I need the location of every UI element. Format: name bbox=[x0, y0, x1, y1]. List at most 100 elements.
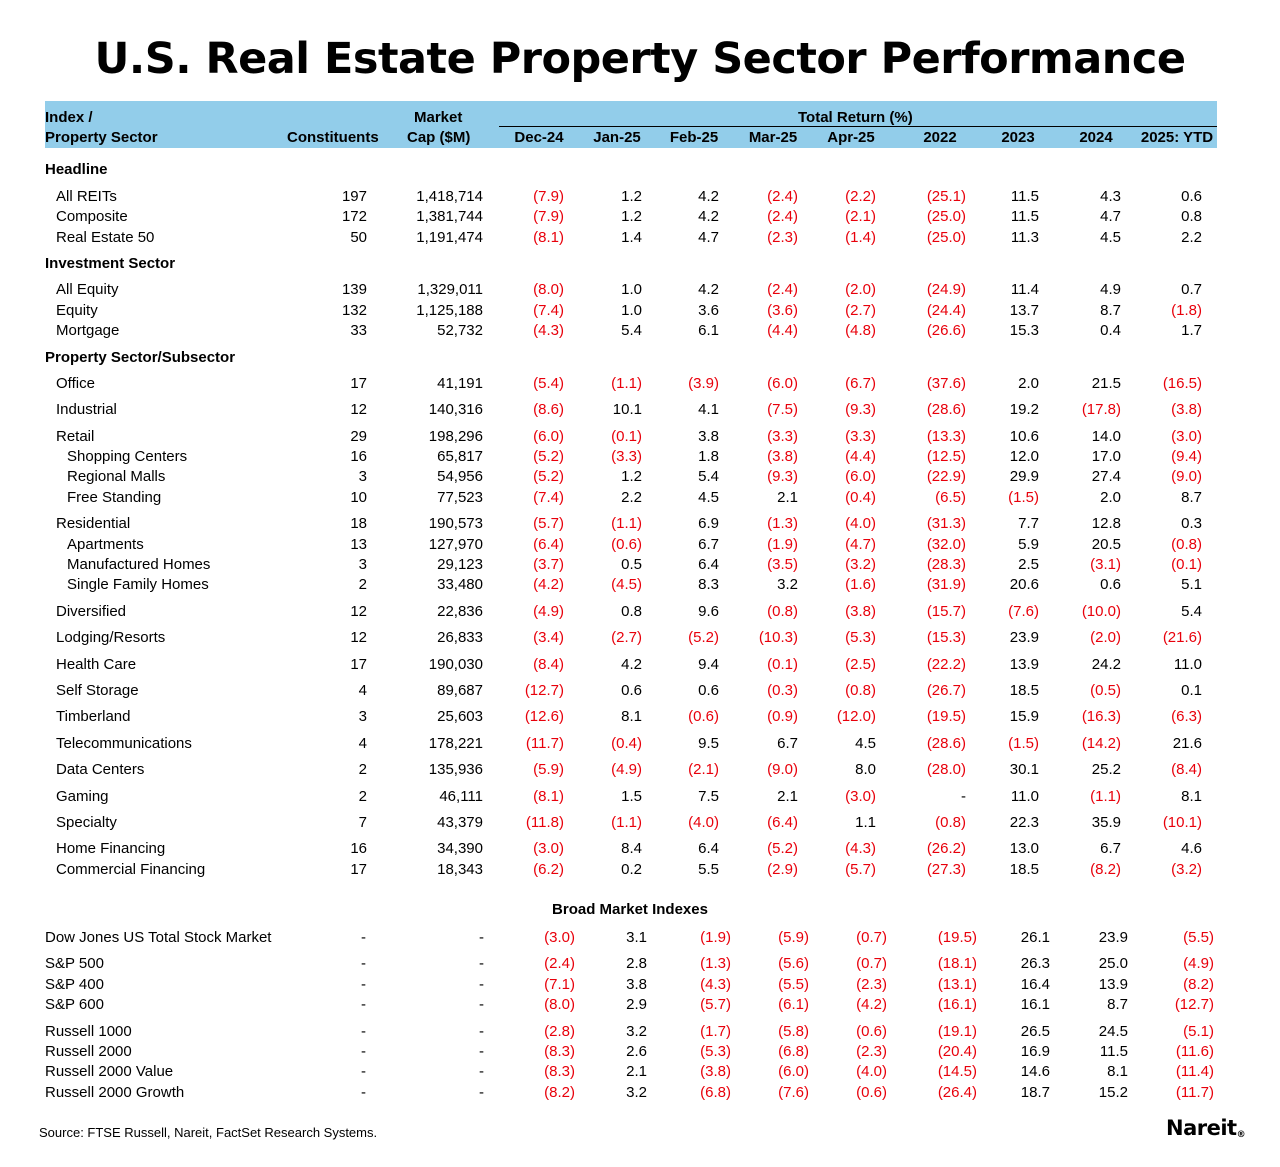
section-header: Property Sector/Subsector bbox=[0, 348, 1280, 368]
table-row: Composite 172 1,381,744 (7.9) 1.2 4.2 (2.4) (2.… bbox=[0, 207, 1280, 227]
return-cell: 2.6 bbox=[626, 1043, 647, 1060]
return-cell: (4.4) bbox=[767, 322, 798, 339]
market-cap-cell: 54,956 bbox=[437, 468, 483, 485]
constituents-cell: 12 bbox=[350, 401, 367, 418]
row-label: Free Standing bbox=[67, 489, 162, 506]
return-cell: 0.6 bbox=[698, 682, 719, 699]
return-cell: 35.9 bbox=[1091, 814, 1121, 831]
return-cell: (12.5) bbox=[926, 448, 966, 465]
header-period: 2022 bbox=[923, 129, 957, 146]
table-row: Office 17 41,191 (5.4) (1.1) (3.9) (6.0) (6.7) (… bbox=[0, 374, 1280, 394]
return-cell: (24.4) bbox=[926, 302, 966, 319]
return-cell: (1.4) bbox=[845, 229, 876, 246]
row-label: Russell 2000 Value bbox=[45, 1063, 174, 1080]
return-cell: (2.3) bbox=[856, 1043, 887, 1060]
return-cell: (5.5) bbox=[778, 976, 809, 993]
return-cell: (4.5) bbox=[611, 576, 642, 593]
constituents-cell: - bbox=[361, 955, 366, 972]
return-cell: (8.6) bbox=[533, 401, 564, 418]
return-cell: (3.0) bbox=[533, 840, 564, 857]
return-cell: (1.1) bbox=[611, 814, 642, 831]
return-cell: (3.7) bbox=[533, 556, 564, 573]
constituents-cell: 3 bbox=[358, 468, 367, 485]
return-cell: 14.0 bbox=[1091, 428, 1121, 445]
return-cell: (2.4) bbox=[544, 955, 575, 972]
return-cell: 17.0 bbox=[1091, 448, 1121, 465]
header-mcap-line2: Cap ($M) bbox=[407, 129, 471, 146]
return-cell: (37.6) bbox=[926, 375, 966, 392]
return-cell: (2.3) bbox=[856, 976, 887, 993]
constituents-cell: - bbox=[361, 929, 366, 946]
return-cell: 12.0 bbox=[1009, 448, 1039, 465]
return-cell: 4.5 bbox=[1100, 229, 1121, 246]
constituents-cell: 3 bbox=[358, 556, 367, 573]
return-cell: (13.3) bbox=[926, 428, 966, 445]
return-cell: (5.5) bbox=[1183, 929, 1214, 946]
table-row: Residential 18 190,573 (5.7) (1.1) 6.9 (1.3) (4… bbox=[0, 514, 1280, 534]
row-label: Composite bbox=[56, 208, 128, 225]
return-cell: 13.7 bbox=[1009, 302, 1039, 319]
return-cell: 25.2 bbox=[1091, 761, 1121, 778]
return-cell: 13.0 bbox=[1009, 840, 1039, 857]
market-cap-cell: 43,379 bbox=[437, 814, 483, 831]
return-cell: (7.4) bbox=[533, 302, 564, 319]
return-cell: (2.9) bbox=[767, 861, 798, 878]
return-cell: (5.8) bbox=[778, 1023, 809, 1040]
return-cell: 15.3 bbox=[1009, 322, 1039, 339]
row-label: S&P 600 bbox=[45, 996, 104, 1013]
return-cell: 2.2 bbox=[621, 489, 642, 506]
return-cell: (25.0) bbox=[926, 229, 966, 246]
return-cell: 8.1 bbox=[621, 708, 642, 725]
row-label: Gaming bbox=[56, 788, 109, 805]
market-cap-cell: 52,732 bbox=[437, 322, 483, 339]
row-label: Retail bbox=[56, 428, 95, 445]
return-cell: (14.2) bbox=[1081, 735, 1121, 752]
table-row: Regional Malls 3 54,956 (5.2) 1.2 5.4 (9.3) (6.… bbox=[0, 467, 1280, 487]
return-cell: (21.6) bbox=[1162, 629, 1202, 646]
return-cell: 2.5 bbox=[1018, 556, 1039, 573]
section-label: Property Sector/Subsector bbox=[45, 349, 236, 366]
return-cell: (5.6) bbox=[778, 955, 809, 972]
market-cap-cell: - bbox=[479, 929, 484, 946]
return-cell: (1.9) bbox=[700, 929, 731, 946]
table-row: Single Family Homes 2 33,480 (4.2) (4.5) 8.3 3… bbox=[0, 575, 1280, 595]
return-cell: (3.5) bbox=[767, 556, 798, 573]
row-label: Office bbox=[56, 375, 95, 392]
return-cell: (28.0) bbox=[926, 761, 966, 778]
return-cell: (15.7) bbox=[926, 603, 966, 620]
return-cell: 21.6 bbox=[1172, 735, 1202, 752]
market-cap-cell: - bbox=[479, 996, 484, 1013]
market-cap-cell: 1,381,744 bbox=[416, 208, 483, 225]
return-cell: (31.9) bbox=[926, 576, 966, 593]
return-cell: (0.6) bbox=[688, 708, 719, 725]
return-cell: 1.8 bbox=[698, 448, 719, 465]
return-cell: 8.1 bbox=[1107, 1063, 1128, 1080]
return-cell: (1.5) bbox=[1008, 489, 1039, 506]
return-cell: (2.8) bbox=[544, 1023, 575, 1040]
return-cell: 7.5 bbox=[698, 788, 719, 805]
return-cell: (0.1) bbox=[767, 656, 798, 673]
return-cell: 0.2 bbox=[621, 861, 642, 878]
return-cell: (4.2) bbox=[856, 996, 887, 1013]
market-cap-cell: 89,687 bbox=[437, 682, 483, 699]
return-cell: (25.1) bbox=[926, 188, 966, 205]
return-cell: (25.0) bbox=[926, 208, 966, 225]
table-row: Diversified 12 22,836 (4.9) 0.8 9.6 (0.8) (3.8)… bbox=[0, 602, 1280, 622]
return-cell: 0.8 bbox=[621, 603, 642, 620]
return-cell: 4.2 bbox=[698, 188, 719, 205]
return-cell: (26.6) bbox=[926, 322, 966, 339]
table-row: Home Financing 16 34,390 (3.0) 8.4 6.4 (5.2) (4… bbox=[0, 839, 1280, 859]
return-cell: (5.3) bbox=[700, 1043, 731, 1060]
return-cell: (3.0) bbox=[544, 929, 575, 946]
market-cap-cell: 33,480 bbox=[437, 576, 483, 593]
header-period: Dec-24 bbox=[514, 129, 564, 146]
table-row: S&P 400 - - (7.1) 3.8 (4.3) (5.5) (2.3) (13.1) 16… bbox=[0, 975, 1280, 995]
row-label: Real Estate 50 bbox=[56, 229, 155, 246]
return-cell: 2.1 bbox=[626, 1063, 647, 1080]
return-cell: (4.9) bbox=[1183, 955, 1214, 972]
return-cell: (24.9) bbox=[926, 281, 966, 298]
return-cell: 23.9 bbox=[1098, 929, 1128, 946]
return-cell: 6.7 bbox=[1100, 840, 1121, 857]
return-cell: (12.7) bbox=[1174, 996, 1214, 1013]
row-label: Dow Jones US Total Stock Market bbox=[45, 929, 272, 946]
